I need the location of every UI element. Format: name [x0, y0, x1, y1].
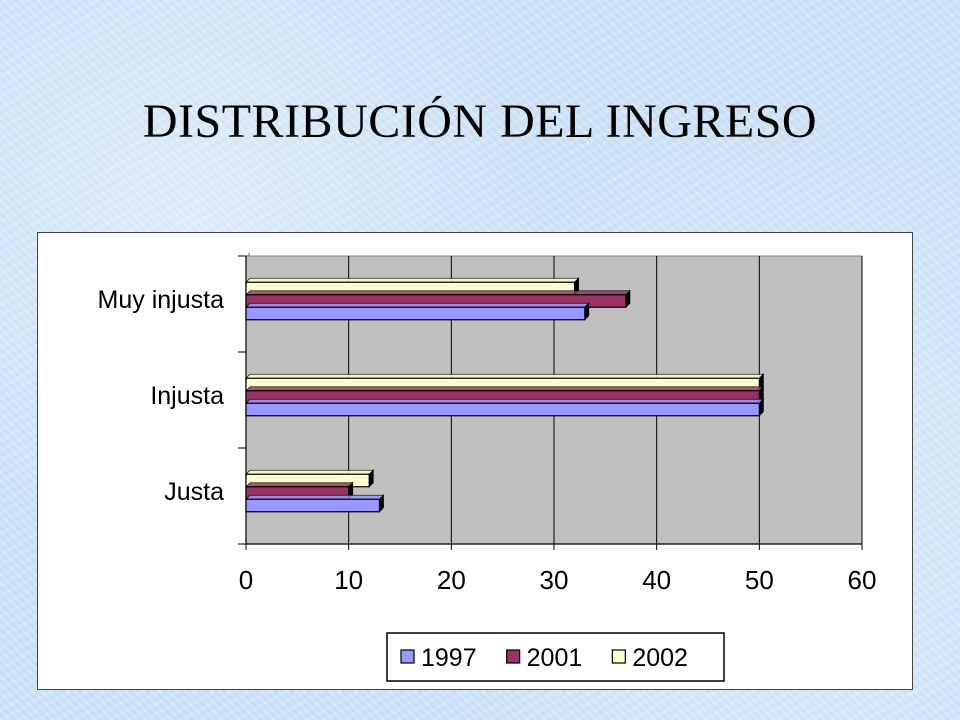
bar-top-face: [245, 290, 631, 296]
y-category-label: Justa: [164, 478, 224, 506]
x-tick-label: 60: [848, 565, 877, 595]
legend-box: [386, 632, 725, 682]
legend-label: 2001: [527, 644, 583, 672]
x-tick-label: 30: [540, 565, 569, 595]
bar-1997: [245, 498, 381, 513]
legend-swatch: [400, 649, 415, 664]
slide-title: DISTRIBUCIÓN DEL INGRESO: [142, 95, 818, 148]
y-category-label: Muy injusta: [98, 286, 225, 314]
bar-1997: [245, 306, 586, 321]
legend-label: 2002: [632, 644, 688, 672]
legend-swatch: [506, 649, 521, 664]
bar-top-face: [245, 494, 385, 500]
x-tick-label: 0: [239, 565, 253, 595]
x-tick-label: 40: [642, 565, 671, 595]
legend-label: 1997: [421, 644, 477, 672]
bar-top-face: [245, 398, 765, 404]
bar-top-face: [245, 277, 580, 283]
bar-top-face: [245, 373, 765, 379]
x-tick-label: 50: [745, 565, 774, 595]
legend-swatch: [611, 649, 626, 664]
y-category-label: Injusta: [150, 382, 224, 410]
bar-top-face: [245, 469, 375, 475]
x-tick-label: 10: [334, 565, 363, 595]
bar-top-face: [245, 302, 590, 308]
x-tick-label: 20: [437, 565, 466, 595]
bar-top-face: [245, 386, 765, 392]
bar-1997: [245, 402, 760, 417]
bar-top-face: [245, 482, 354, 488]
